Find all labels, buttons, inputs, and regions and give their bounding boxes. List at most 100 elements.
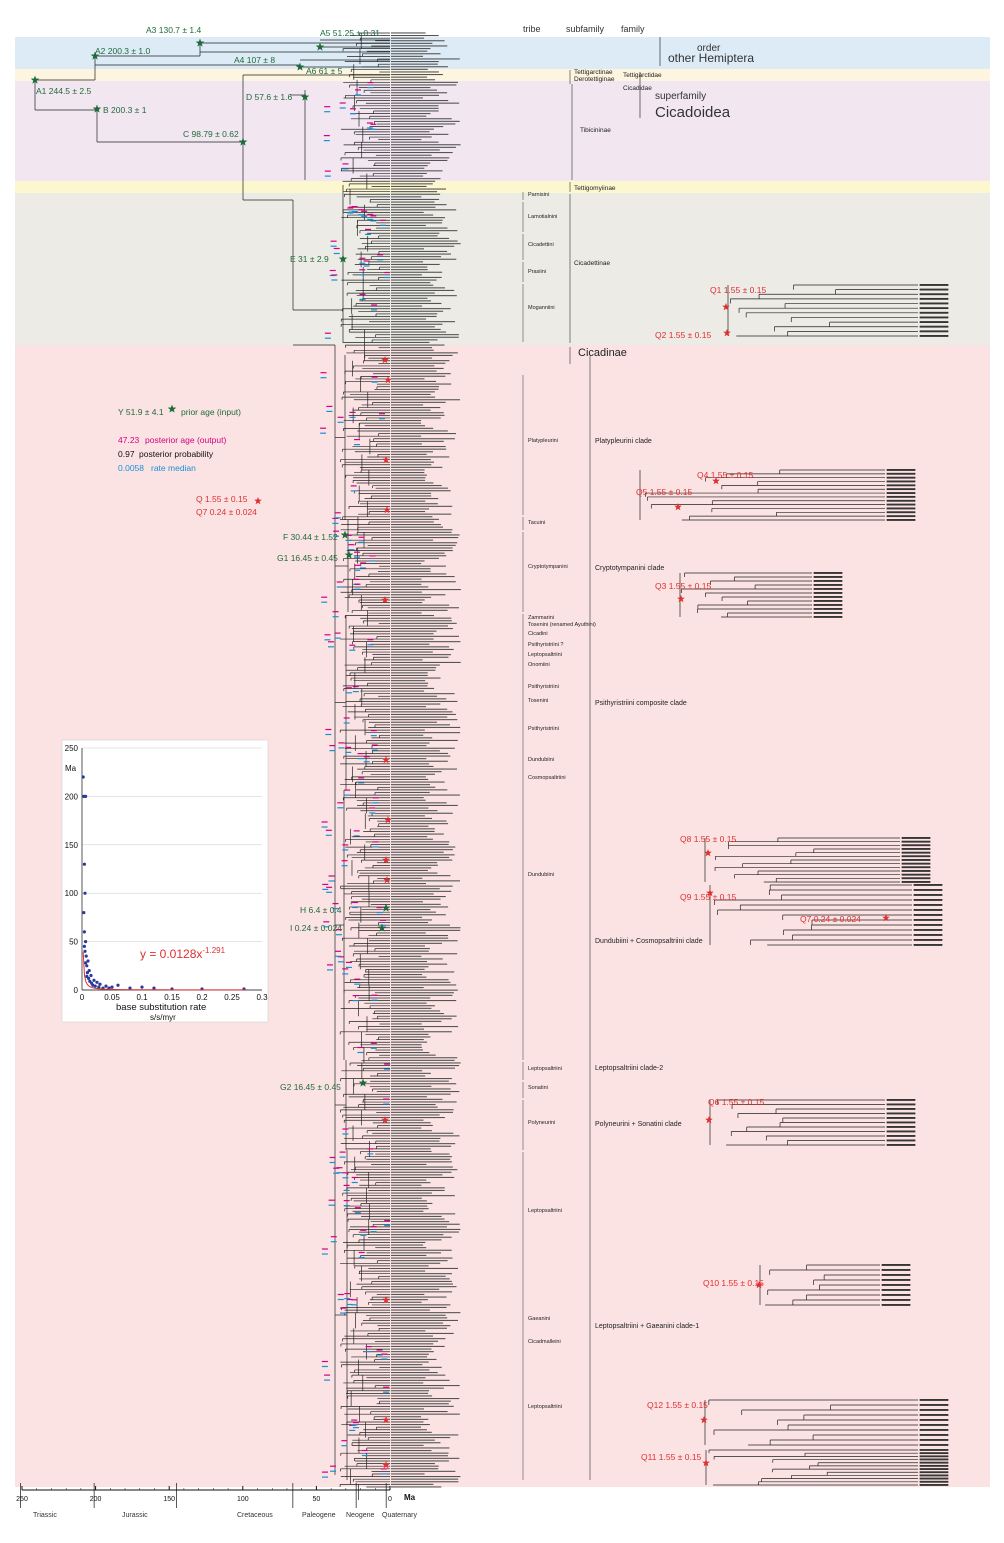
tip-label (391, 274, 422, 276)
tip-label (391, 521, 434, 523)
node-rate (323, 926, 330, 928)
tip-label (391, 79, 435, 81)
node-age (354, 583, 361, 585)
tip-label (391, 180, 436, 182)
tip-label (391, 1010, 441, 1012)
tip-label (391, 1369, 430, 1371)
tip-label (391, 159, 448, 161)
tip-label (391, 1358, 437, 1360)
tip-label (391, 768, 457, 770)
tip-label (391, 1137, 441, 1139)
node-rate (350, 490, 357, 492)
axis-tick-label: 50 (313, 1496, 321, 1503)
tip-label (391, 451, 433, 453)
node-rate (369, 560, 376, 562)
node-age (335, 950, 342, 952)
subtree-tip (881, 1299, 911, 1301)
tip-label (391, 1283, 453, 1285)
red-star (382, 856, 390, 864)
node-age (326, 405, 333, 407)
tip-label (391, 1366, 442, 1368)
tip-label (391, 1249, 452, 1251)
tip-label (391, 628, 453, 630)
subtree-tip (919, 1480, 949, 1483)
tip-label (391, 323, 443, 325)
tip-label (391, 1470, 456, 1472)
tip-label (391, 360, 450, 362)
tip-label (391, 375, 446, 377)
node-age (345, 746, 352, 748)
green-star (30, 75, 40, 84)
tip-label (391, 1483, 434, 1485)
subtree-tip (886, 499, 916, 502)
tip-label (391, 206, 436, 208)
tip-label (391, 97, 423, 99)
tip-label (391, 784, 431, 786)
tip-label (391, 752, 449, 754)
tip-label (391, 849, 453, 851)
subtree-tip (913, 919, 943, 921)
subtree-tip (913, 894, 943, 896)
tip-label (391, 942, 442, 944)
node-rate (324, 175, 331, 177)
node-age (360, 1229, 367, 1231)
tip-label (391, 1015, 457, 1017)
tip-label (391, 209, 457, 211)
legend-posterior-val: 47.23 (118, 435, 140, 445)
tip-label (391, 32, 426, 34)
tip-label (391, 45, 448, 47)
subtree-tip (901, 855, 931, 858)
inset-xtick: 0.25 (224, 993, 240, 1002)
tip-label (391, 167, 425, 169)
tip-label (391, 1332, 454, 1334)
tip-label (391, 1317, 448, 1319)
node-age (328, 875, 335, 877)
tip-label (391, 1065, 460, 1067)
subtree-tip (886, 469, 916, 471)
tip-label (391, 1478, 459, 1480)
node-age (340, 1307, 346, 1309)
tip-label (391, 602, 423, 604)
tip-label (391, 607, 459, 609)
subtree-tip (919, 321, 949, 323)
header-subfamily: subfamily (566, 24, 605, 34)
tip-label (391, 1309, 430, 1311)
red-star (382, 1461, 390, 1469)
node-age (383, 1386, 390, 1388)
node-age (370, 215, 377, 217)
tip-label (391, 612, 422, 614)
node-age (320, 427, 327, 429)
tip-label (391, 157, 450, 159)
tip-label (391, 984, 457, 986)
subtree-tip (813, 592, 843, 594)
tip-label (391, 958, 443, 960)
tip-label (391, 349, 434, 351)
tip-label (391, 911, 436, 913)
tip-label (391, 339, 438, 341)
node-age (358, 1251, 365, 1254)
tip-label (391, 1098, 443, 1100)
tip-label (391, 76, 428, 78)
tip-label (391, 1322, 444, 1324)
node-age (333, 1167, 340, 1169)
tip-label (391, 50, 428, 52)
tip-label (391, 1130, 432, 1132)
tip-label (391, 919, 432, 921)
node-rate (357, 758, 364, 760)
node-rate (354, 569, 361, 571)
subtree-tip (913, 889, 943, 891)
calibration-g2: G2 16.45 ± 0.45 (280, 1082, 341, 1092)
node-age (331, 274, 338, 276)
tip-label (391, 289, 455, 291)
node-age (351, 1176, 358, 1179)
node-rate (370, 128, 377, 130)
node-rate (354, 556, 360, 558)
inset-ytick: 50 (69, 938, 78, 947)
tip-label (391, 61, 439, 63)
node-rate (351, 1424, 358, 1426)
tip-label (391, 490, 451, 492)
tip-label (391, 708, 448, 710)
tip-label (391, 1293, 425, 1295)
clade-polyneurini-sonatini: Polyneurini + Sonatini clade (595, 1121, 682, 1128)
node-rate (344, 794, 351, 796)
